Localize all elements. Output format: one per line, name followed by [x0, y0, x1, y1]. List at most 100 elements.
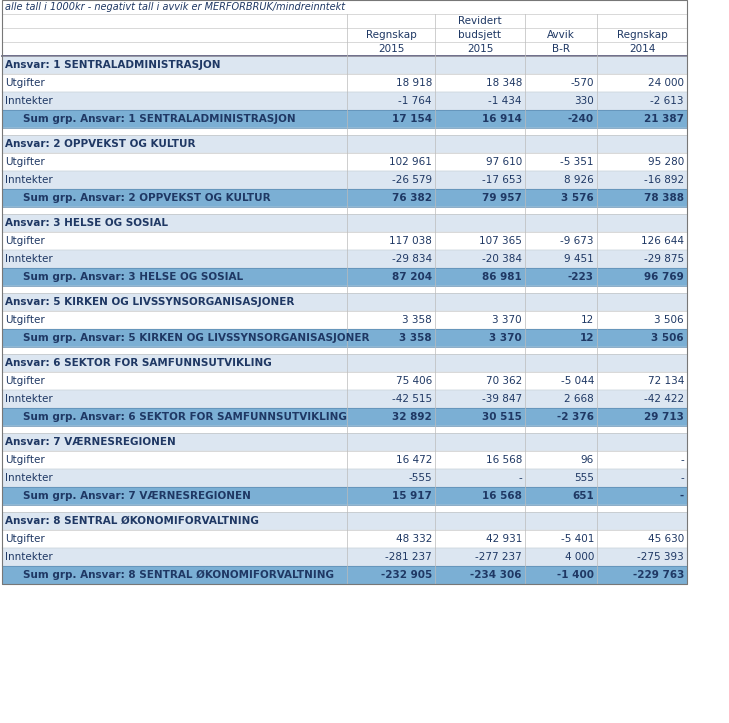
Text: -234 306: -234 306 — [470, 570, 522, 580]
Text: Utgifter: Utgifter — [5, 78, 44, 88]
Text: 30 515: 30 515 — [482, 412, 522, 422]
Text: Ansvar: 8 SENTRAL ØKONOMIFORVALTNING: Ansvar: 8 SENTRAL ØKONOMIFORVALTNING — [5, 516, 259, 526]
Text: Regnskap: Regnskap — [617, 30, 667, 40]
Text: -232 905: -232 905 — [381, 570, 432, 580]
Bar — [2, 135, 687, 153]
Text: Inntekter: Inntekter — [5, 394, 52, 404]
Bar — [2, 293, 687, 311]
Text: 2014: 2014 — [629, 44, 655, 54]
Text: 96: 96 — [581, 455, 594, 465]
Bar — [2, 171, 687, 189]
Text: 2015: 2015 — [467, 44, 494, 54]
Bar — [2, 0, 687, 584]
Text: 86 981: 86 981 — [483, 272, 522, 282]
Bar — [2, 390, 687, 408]
Text: Sum grp. Ansvar: 2 OPPVEKST OG KULTUR: Sum grp. Ansvar: 2 OPPVEKST OG KULTUR — [23, 193, 270, 203]
Text: 24 000: 24 000 — [648, 78, 684, 88]
Text: Inntekter: Inntekter — [5, 473, 52, 483]
Text: 95 280: 95 280 — [648, 157, 684, 167]
Text: Revidert: Revidert — [459, 16, 502, 26]
Text: 3 358: 3 358 — [399, 333, 432, 343]
Text: -: - — [680, 473, 684, 483]
Text: Inntekter: Inntekter — [5, 254, 52, 264]
Bar — [2, 0, 687, 14]
Text: -281 237: -281 237 — [385, 552, 432, 562]
Bar — [2, 505, 687, 512]
Text: -: - — [679, 491, 684, 501]
Bar — [2, 487, 687, 505]
Bar — [2, 372, 687, 390]
Text: Ansvar: 6 SEKTOR FOR SAMFUNNSUTVIKLING: Ansvar: 6 SEKTOR FOR SAMFUNNSUTVIKLING — [5, 358, 272, 368]
Text: 107 365: 107 365 — [479, 236, 522, 246]
Text: 45 630: 45 630 — [648, 534, 684, 544]
Text: 32 892: 32 892 — [392, 412, 432, 422]
Bar — [2, 74, 687, 92]
Bar — [2, 28, 687, 42]
Text: 555: 555 — [574, 473, 594, 483]
Text: alle tall i 1000kr - negativt tall i avvik er MERFORBRUK/mindreinntekt: alle tall i 1000kr - negativt tall i avv… — [5, 2, 345, 12]
Text: Sum grp. Ansvar: 1 SENTRALADMINISTRASJON: Sum grp. Ansvar: 1 SENTRALADMINISTRASJON — [23, 114, 296, 124]
Text: 12: 12 — [580, 333, 594, 343]
Text: -277 237: -277 237 — [475, 552, 522, 562]
Bar — [2, 189, 687, 207]
Bar — [2, 426, 687, 433]
Text: Regnskap: Regnskap — [366, 30, 416, 40]
Text: 96 769: 96 769 — [644, 272, 684, 282]
Text: 15 917: 15 917 — [392, 491, 432, 501]
Text: Inntekter: Inntekter — [5, 175, 52, 185]
Text: 3 370: 3 370 — [492, 315, 522, 325]
Bar — [2, 232, 687, 250]
Text: Utgifter: Utgifter — [5, 376, 44, 386]
Text: Utgifter: Utgifter — [5, 236, 44, 246]
Text: -223: -223 — [568, 272, 594, 282]
Bar — [2, 110, 687, 128]
Text: -555: -555 — [408, 473, 432, 483]
Bar — [2, 42, 687, 56]
Text: 16 914: 16 914 — [482, 114, 522, 124]
Text: 70 362: 70 362 — [486, 376, 522, 386]
Bar — [2, 354, 687, 372]
Bar — [2, 311, 687, 329]
Text: -39 847: -39 847 — [482, 394, 522, 404]
Text: 42 931: 42 931 — [486, 534, 522, 544]
Text: 17 154: 17 154 — [392, 114, 432, 124]
Text: 97 610: 97 610 — [486, 157, 522, 167]
Text: 78 388: 78 388 — [644, 193, 684, 203]
Text: 3 370: 3 370 — [489, 333, 522, 343]
Bar — [2, 548, 687, 566]
Bar — [2, 512, 687, 530]
Text: -29 875: -29 875 — [644, 254, 684, 264]
Text: -229 763: -229 763 — [633, 570, 684, 580]
Text: 87 204: 87 204 — [392, 272, 432, 282]
Text: 21 387: 21 387 — [644, 114, 684, 124]
Text: Inntekter: Inntekter — [5, 552, 52, 562]
Text: -570: -570 — [571, 78, 594, 88]
Bar — [2, 268, 687, 286]
Text: Ansvar: 3 HELSE OG SOSIAL: Ansvar: 3 HELSE OG SOSIAL — [5, 218, 168, 228]
Text: -: - — [518, 473, 522, 483]
Text: 12: 12 — [581, 315, 594, 325]
Bar — [2, 250, 687, 268]
Text: 2015: 2015 — [378, 44, 404, 54]
Text: 3 358: 3 358 — [402, 315, 432, 325]
Text: 3 576: 3 576 — [561, 193, 594, 203]
Text: -5 351: -5 351 — [561, 157, 594, 167]
Bar — [2, 451, 687, 469]
Text: -2 376: -2 376 — [557, 412, 594, 422]
Bar — [2, 433, 687, 451]
Text: 75 406: 75 406 — [396, 376, 432, 386]
Text: 9 451: 9 451 — [564, 254, 594, 264]
Text: Ansvar: 1 SENTRALADMINISTRASJON: Ansvar: 1 SENTRALADMINISTRASJON — [5, 60, 220, 70]
Text: Inntekter: Inntekter — [5, 96, 52, 106]
Text: 16 568: 16 568 — [486, 455, 522, 465]
Bar — [2, 207, 687, 214]
Text: -: - — [680, 455, 684, 465]
Text: -9 673: -9 673 — [561, 236, 594, 246]
Text: 18 348: 18 348 — [486, 78, 522, 88]
Text: Ansvar: 2 OPPVEKST OG KULTUR: Ansvar: 2 OPPVEKST OG KULTUR — [5, 139, 195, 149]
Text: -275 393: -275 393 — [637, 552, 684, 562]
Bar — [2, 286, 687, 293]
Text: 16 472: 16 472 — [396, 455, 432, 465]
Text: 3 506: 3 506 — [655, 315, 684, 325]
Text: 79 957: 79 957 — [482, 193, 522, 203]
